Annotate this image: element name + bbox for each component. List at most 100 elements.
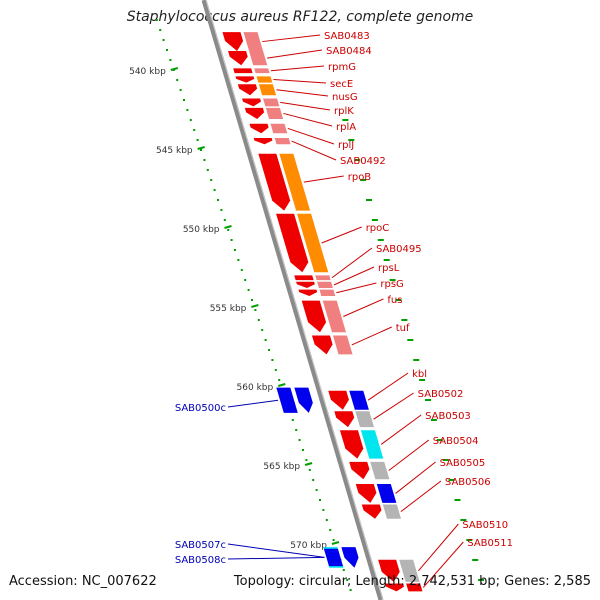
- cog-band: [249, 51, 268, 66]
- scale-tick-minor: [354, 159, 361, 161]
- tick-label: 545 kbp: [156, 146, 193, 156]
- cog-band: [243, 32, 264, 52]
- gene-label-leader: [367, 372, 409, 401]
- scale-dot: [203, 159, 206, 161]
- gene-label: rpoB: [348, 172, 372, 183]
- gene-label-leader: [422, 541, 464, 588]
- gene-label: tuf: [396, 323, 410, 334]
- scale-tick-minor: [389, 279, 396, 281]
- cog-band: [256, 76, 273, 83]
- cog-band: [332, 335, 353, 355]
- gene-label: rpsL: [378, 263, 400, 274]
- gene-arrow: [242, 98, 261, 107]
- scale-dot: [179, 89, 182, 91]
- tick-label: 540 kbp: [129, 67, 166, 77]
- scale-dot: [200, 149, 202, 151]
- scale-dot: [247, 289, 250, 291]
- gene-label: SAB0500c: [175, 403, 226, 414]
- gene-label: rplJ: [338, 140, 354, 151]
- scale-dot: [162, 39, 165, 41]
- scale-dot: [329, 529, 332, 531]
- scale-dot: [302, 449, 304, 451]
- scale-dot: [230, 239, 233, 241]
- gene-label-leader: [227, 556, 325, 560]
- gene-arrow: [222, 32, 244, 52]
- scale-tick-minor: [395, 299, 402, 301]
- gene-label-leader: [270, 65, 325, 72]
- gene-label-leader: [273, 78, 327, 84]
- scale-tick-minor: [436, 439, 443, 441]
- scale-dot: [322, 509, 325, 511]
- gene-label-leader: [400, 480, 442, 513]
- scale-dot: [264, 339, 267, 341]
- gene-arrow: [361, 504, 382, 519]
- scale-dot: [349, 589, 352, 591]
- scale-dot: [176, 79, 179, 81]
- gene-label-leader: [380, 414, 422, 445]
- cog-band-reverse: [323, 548, 344, 567]
- gene-arrow: [328, 390, 349, 410]
- cog-band: [274, 137, 291, 145]
- gene-label: SAB0508c: [175, 555, 226, 566]
- scale-dot: [227, 229, 230, 231]
- scale-dot: [159, 29, 162, 31]
- scale-dot: [183, 99, 185, 101]
- cog-band: [370, 461, 390, 480]
- scale-dot: [220, 209, 223, 211]
- gene-label-leader: [373, 392, 414, 420]
- cog-band: [322, 300, 347, 333]
- cog-band: [263, 98, 280, 107]
- scale-dot: [274, 369, 277, 371]
- gene-arrow: [249, 123, 269, 134]
- scale-tick-minor: [383, 259, 390, 261]
- gene-label: kbl: [412, 369, 427, 380]
- scale-dot: [193, 129, 196, 131]
- scale-dot: [268, 349, 270, 351]
- gene-arrow: [301, 300, 327, 333]
- scale-dot: [332, 539, 335, 541]
- scale-tick-minor: [360, 179, 367, 181]
- gene-label-leader: [267, 49, 323, 59]
- gene-arrow: [296, 281, 315, 289]
- scale-tick-minor: [407, 339, 414, 341]
- scale-tick-minor: [448, 479, 455, 481]
- scale-dot: [213, 189, 216, 191]
- scale-dot: [196, 139, 199, 141]
- cog-band: [355, 411, 374, 428]
- scale-dot: [234, 249, 236, 251]
- gene-arrow: [355, 483, 377, 503]
- cog-band: [254, 68, 270, 74]
- gene-label-leader: [331, 247, 373, 279]
- gene-arrow: [253, 137, 273, 145]
- gene-label-leader: [276, 89, 329, 97]
- gene-arrow: [235, 76, 255, 83]
- gene-label-leader: [227, 399, 279, 408]
- scale-dot: [240, 269, 243, 271]
- scale-dot: [312, 479, 315, 481]
- gene-label-leader: [351, 326, 392, 346]
- scale-dot: [325, 519, 328, 521]
- gene-label: nusG: [332, 92, 358, 103]
- gene-label-leader: [227, 543, 325, 558]
- scale-dot: [169, 59, 172, 61]
- scale-tick-minor: [419, 379, 426, 381]
- gene-label: rplA: [336, 122, 356, 133]
- gene-arrow: [349, 461, 370, 480]
- gene-arrow: [228, 51, 248, 66]
- scale-dot: [305, 459, 308, 461]
- scale-dot: [261, 329, 264, 331]
- scale-dot: [189, 119, 192, 121]
- cog-band: [406, 583, 423, 592]
- scale-tick-minor: [377, 239, 384, 241]
- scale-tick-minor: [430, 419, 437, 421]
- gene-label-leader: [388, 439, 430, 471]
- cog-band: [258, 84, 277, 96]
- gene-label: SAB0510: [462, 520, 508, 531]
- gene-arrow: [339, 430, 364, 459]
- major-tick: [251, 304, 259, 308]
- scale-dot: [295, 429, 298, 431]
- gene-arrow: [233, 68, 253, 74]
- scale-tick-minor: [460, 519, 467, 521]
